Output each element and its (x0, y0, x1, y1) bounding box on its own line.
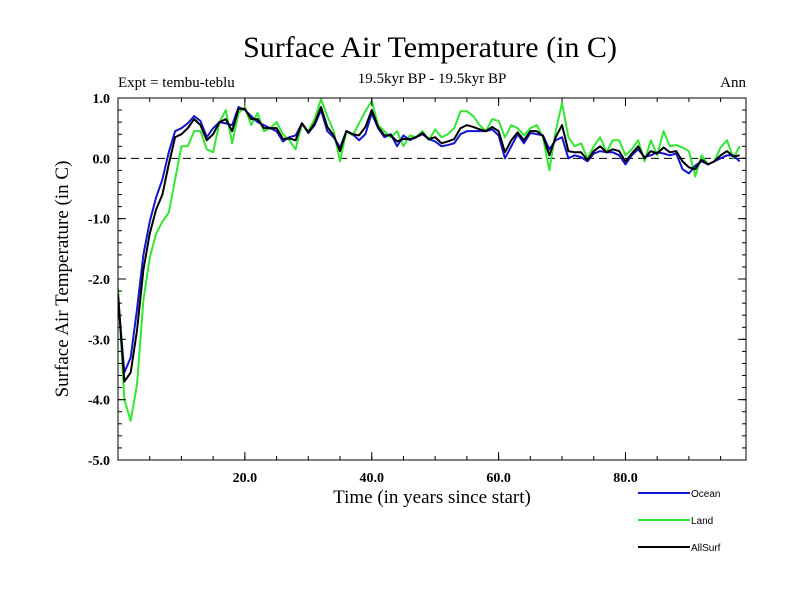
x-tick-label: 80.0 (613, 471, 638, 486)
season-label: Ann (720, 75, 746, 91)
y-tick-label: -1.0 (88, 213, 110, 228)
chart-title: Surface Air Temperature (in C) (243, 31, 617, 64)
y-axis-label: Surface Air Temperature (in C) (52, 161, 73, 398)
chart-subtitle: 19.5kyr BP - 19.5kyr BP (358, 71, 507, 87)
legend: Ocean Land AllSurf (638, 489, 721, 554)
x-tick-label: 40.0 (359, 471, 384, 486)
series-line-land (118, 98, 741, 422)
y-tick-label: -3.0 (88, 333, 110, 348)
legend-label-allsurf: AllSurf (691, 543, 721, 554)
y-tick-label: -4.0 (88, 394, 110, 409)
x-tick-label: 20.0 (233, 471, 258, 486)
axes-layer: -5.0 -4.0 -3.0 -2.0 -1.0 0.0 1.0 20.0 40.0 60.0 80… (88, 92, 746, 486)
experiment-label: Expt = tembu-teblu (118, 75, 235, 91)
legend-label-land: Land (691, 516, 713, 527)
y-tick-label: 0.0 (93, 152, 111, 167)
y-tick-label: -2.0 (88, 273, 110, 288)
legend-label-ocean: Ocean (691, 489, 720, 500)
y-tick-label: -5.0 (88, 454, 110, 469)
x-axis-label: Time (in years since start) (333, 487, 531, 508)
y-tick-label: 1.0 (93, 92, 111, 107)
x-tick-label: 60.0 (486, 471, 511, 486)
series-line-ocean (118, 106, 741, 374)
series-line-allsurf (118, 106, 740, 383)
series-layer (118, 98, 741, 422)
